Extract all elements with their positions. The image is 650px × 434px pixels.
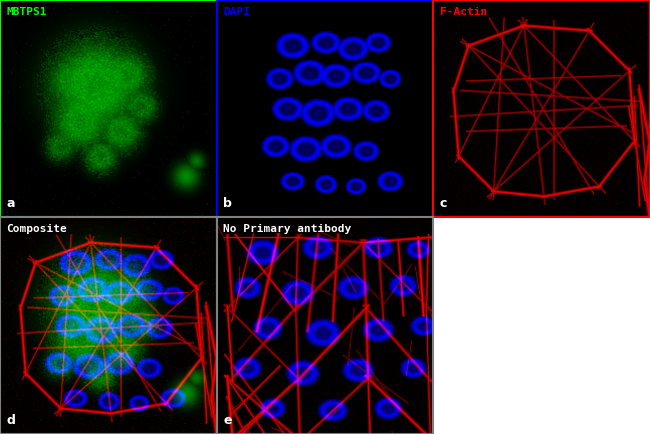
Text: No Primary antibody: No Primary antibody (223, 224, 352, 233)
Text: DAPI: DAPI (223, 7, 250, 16)
Text: b: b (223, 197, 232, 210)
Text: a: a (6, 197, 15, 210)
Text: c: c (440, 197, 447, 210)
Text: F-Actin: F-Actin (440, 7, 487, 16)
Text: e: e (223, 414, 231, 427)
Text: d: d (6, 414, 16, 427)
Text: Composite: Composite (6, 224, 67, 233)
Text: MBTPS1: MBTPS1 (6, 7, 47, 16)
